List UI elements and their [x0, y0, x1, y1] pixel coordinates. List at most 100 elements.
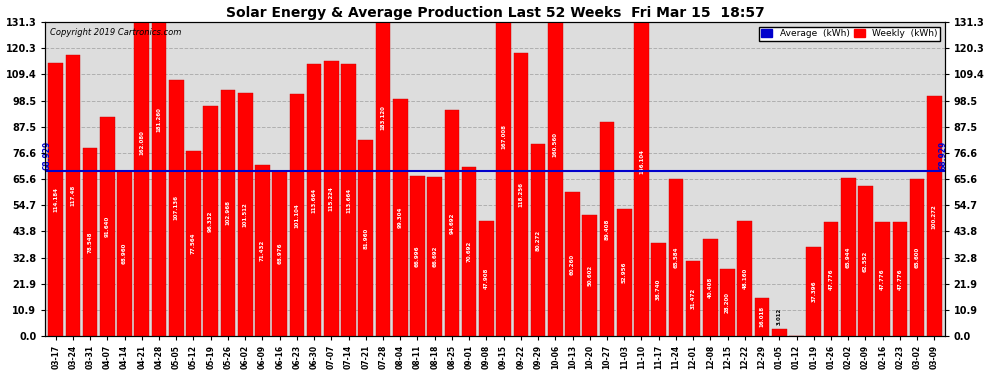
Text: 113.664: 113.664 — [346, 188, 351, 213]
Text: 100.272: 100.272 — [932, 204, 937, 228]
Text: 28.200: 28.200 — [725, 292, 730, 313]
Text: 68.929: 68.929 — [43, 141, 51, 170]
Bar — [445, 110, 459, 336]
Text: 118.256: 118.256 — [519, 182, 524, 207]
Text: 101.104: 101.104 — [294, 203, 299, 228]
Bar — [754, 298, 769, 336]
Bar — [410, 176, 425, 336]
Text: 114.184: 114.184 — [53, 187, 58, 212]
Bar — [272, 171, 287, 336]
Text: Copyright 2019 Cartronics.com: Copyright 2019 Cartronics.com — [50, 28, 181, 38]
Bar — [375, 0, 390, 336]
Bar — [668, 179, 683, 336]
Text: 81.960: 81.960 — [363, 227, 368, 249]
Bar — [65, 55, 80, 336]
Text: 3.012: 3.012 — [777, 308, 782, 325]
Bar — [117, 171, 132, 336]
Bar — [910, 179, 925, 336]
Bar — [135, 0, 149, 336]
Bar — [100, 117, 115, 336]
Text: 47.776: 47.776 — [829, 268, 834, 290]
Text: 52.956: 52.956 — [622, 262, 627, 284]
Text: 77.564: 77.564 — [191, 232, 196, 254]
Bar — [461, 167, 476, 336]
Bar — [169, 80, 183, 336]
Bar — [617, 209, 632, 336]
Bar — [255, 165, 269, 336]
Text: 183.120: 183.120 — [380, 105, 385, 130]
Bar — [307, 64, 322, 336]
Bar — [686, 261, 701, 336]
Bar — [824, 222, 839, 336]
Text: 65.600: 65.600 — [915, 247, 920, 268]
Bar — [565, 192, 580, 336]
Text: 107.136: 107.136 — [174, 195, 179, 220]
Text: 50.602: 50.602 — [587, 265, 592, 286]
Bar — [203, 106, 218, 336]
Text: 80.272: 80.272 — [536, 230, 541, 251]
Bar — [49, 63, 63, 336]
Text: 113.664: 113.664 — [312, 188, 317, 213]
Text: 89.408: 89.408 — [605, 219, 610, 240]
Text: 94.692: 94.692 — [449, 212, 454, 234]
Text: 146.104: 146.104 — [639, 149, 644, 174]
Bar — [221, 90, 236, 336]
Text: 117.48: 117.48 — [70, 185, 75, 206]
Text: 91.640: 91.640 — [105, 216, 110, 237]
Text: 162.080: 162.080 — [140, 130, 145, 155]
Text: 47.776: 47.776 — [880, 268, 885, 290]
Text: 16.018: 16.018 — [759, 306, 764, 327]
Bar — [479, 222, 494, 336]
Bar — [703, 239, 718, 336]
Bar — [514, 53, 529, 336]
Text: 167.008: 167.008 — [501, 124, 506, 149]
Text: 65.584: 65.584 — [673, 247, 678, 268]
Text: 62.552: 62.552 — [863, 251, 868, 272]
Text: 68.976: 68.976 — [277, 243, 282, 264]
Bar — [772, 329, 787, 336]
Text: 68.929: 68.929 — [939, 141, 947, 170]
Bar — [807, 247, 821, 336]
Bar — [428, 177, 442, 336]
Text: 48.160: 48.160 — [742, 268, 747, 289]
Bar — [841, 178, 855, 336]
Text: 40.408: 40.408 — [708, 277, 713, 298]
Bar — [531, 144, 545, 336]
Text: 66.996: 66.996 — [415, 245, 420, 267]
Text: 70.692: 70.692 — [466, 241, 471, 262]
Bar — [151, 0, 166, 336]
Bar — [358, 140, 373, 336]
Text: 37.396: 37.396 — [811, 280, 816, 302]
Text: 101.512: 101.512 — [243, 202, 248, 227]
Bar — [927, 96, 941, 336]
Bar — [548, 0, 562, 336]
Text: 47.908: 47.908 — [484, 268, 489, 290]
Bar — [393, 99, 408, 336]
Text: 99.304: 99.304 — [398, 207, 403, 228]
Bar — [582, 215, 597, 336]
Bar — [738, 221, 752, 336]
Bar — [83, 148, 97, 336]
Text: 102.968: 102.968 — [226, 201, 231, 225]
Bar — [289, 94, 304, 336]
Bar — [600, 122, 615, 336]
Text: 181.260: 181.260 — [156, 107, 161, 132]
Bar — [324, 60, 339, 336]
Text: 115.224: 115.224 — [329, 186, 334, 211]
Text: 96.332: 96.332 — [208, 210, 213, 232]
Text: 68.960: 68.960 — [122, 243, 127, 264]
Bar — [893, 222, 907, 336]
Bar — [721, 268, 735, 336]
Text: 38.740: 38.740 — [656, 279, 661, 300]
Text: 160.560: 160.560 — [552, 132, 557, 157]
Legend: Average  (kWh), Weekly  (kWh): Average (kWh), Weekly (kWh) — [758, 27, 940, 41]
Bar — [238, 93, 252, 336]
Text: 47.776: 47.776 — [897, 268, 902, 290]
Bar — [342, 64, 355, 336]
Bar — [635, 0, 648, 336]
Text: 65.944: 65.944 — [845, 246, 850, 268]
Bar — [858, 186, 873, 336]
Bar — [186, 151, 201, 336]
Title: Solar Energy & Average Production Last 52 Weeks  Fri Mar 15  18:57: Solar Energy & Average Production Last 5… — [226, 6, 764, 20]
Text: 60.260: 60.260 — [570, 254, 575, 274]
